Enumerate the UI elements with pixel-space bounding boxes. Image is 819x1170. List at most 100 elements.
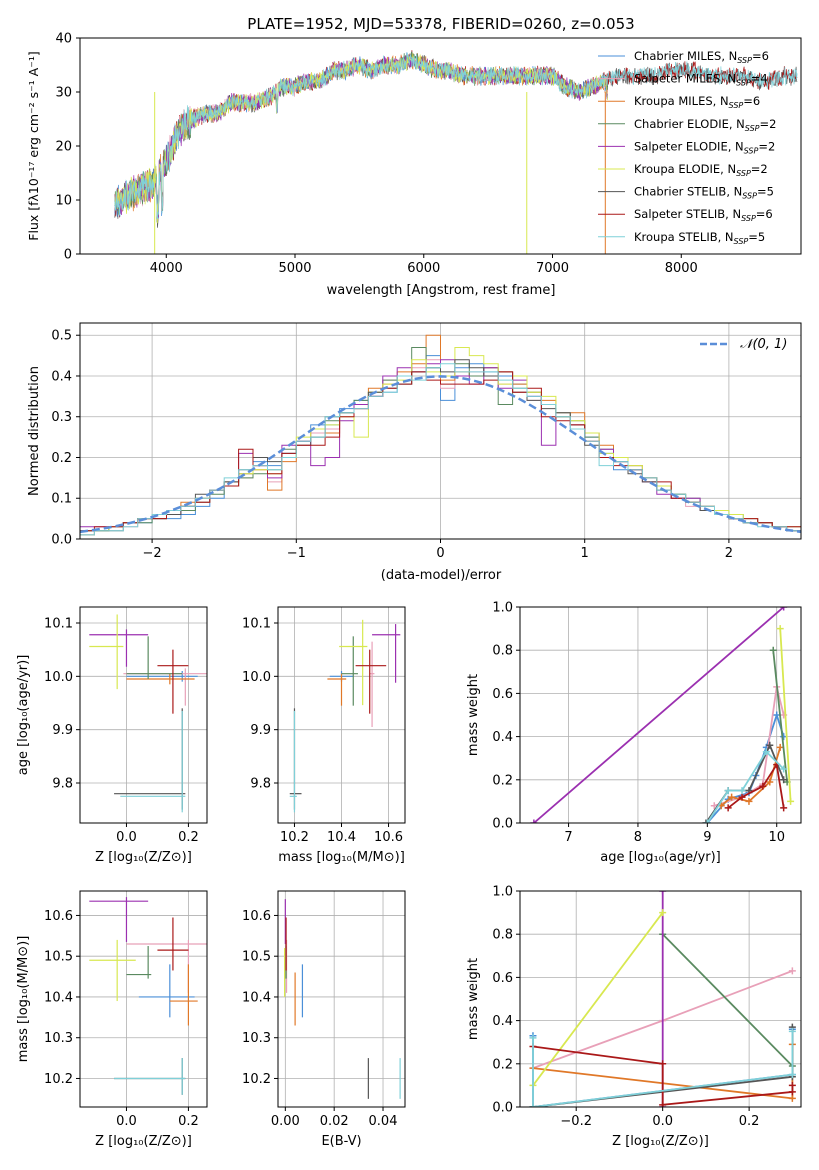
series-marker-chab-stelib xyxy=(766,741,774,749)
age-vs-z-marks xyxy=(89,614,207,813)
legend-count: =2 xyxy=(758,139,775,153)
mass-vs-ebv-marks xyxy=(283,899,401,1099)
panel-mw-vs-z: −0.2 0.0 0.2 0.0 0.2 0.4 0.6 0.8 1.0 Z [log₁₀(Z/Z… xyxy=(466,885,802,1149)
legend-subscript: SSP xyxy=(744,146,759,155)
series-line-salp-elodie xyxy=(533,607,785,823)
ytick-label: 9.9 xyxy=(250,723,271,738)
panel-mass-vs-z: 0.0 0.2 10.2 10.3 10.4 10.5 10.6 Z [log₁₀(Z/Z⊙)… xyxy=(16,890,208,1149)
series-marker-salp-stelib xyxy=(738,793,746,801)
ytick-label: 10.6 xyxy=(44,909,73,924)
panel-age-vs-mass: 10.2 10.4 10.6 9.8 9.9 10.0 10.1 mass [log₁₀(M/… xyxy=(242,606,406,865)
legend-count: =6 xyxy=(743,94,760,108)
series-marker-krou-elodie xyxy=(659,909,667,917)
mass-vs-ebv-gridlines xyxy=(278,891,405,1107)
mw-vs-z-axes-frame xyxy=(519,890,802,1108)
ytick-label: 10.0 xyxy=(44,670,73,685)
legend-label: Kroupa ELODIE, N xyxy=(634,162,736,176)
panel-age-vs-z: 0.0 0.2 9.8 9.9 10.0 10.1 Z [log₁₀(Z/Z⊙)] age [… xyxy=(16,606,208,865)
ytick-label: 10.3 xyxy=(242,1031,271,1046)
spectrum-ytick-label: 0 xyxy=(64,248,72,263)
panel-residuals: −2 −1 0 1 2 0.0 0.1 0.2 0.3 0.4 0.5 (data-model)/… xyxy=(27,322,802,583)
ytick-label: 1.0 xyxy=(492,601,513,616)
age-vs-z-ylabel: age [log₁₀(age/yr)] xyxy=(16,655,31,776)
series-marker-krou-stelib xyxy=(762,748,770,756)
mass-vs-z-axes-frame xyxy=(79,890,208,1108)
series-line-krou-elodie xyxy=(532,912,664,1086)
legend-label: Kroupa MILES, N xyxy=(634,94,729,108)
xtick-label: 0.04 xyxy=(369,1114,398,1129)
mass-vs-z-marks xyxy=(89,897,207,1095)
series-marker-salp-elodie xyxy=(780,607,788,611)
ytick-label: 10.1 xyxy=(44,617,73,632)
xtick-label: 0.0 xyxy=(652,1114,673,1129)
xtick-label: 10.2 xyxy=(280,830,309,845)
series-marker-salp-elodie xyxy=(659,891,667,895)
series-marker-krou-miles xyxy=(766,778,774,786)
xtick-label: 7 xyxy=(564,830,572,845)
ytick-label: 0.2 xyxy=(492,773,513,788)
xtick-label: 0.0 xyxy=(116,1114,137,1129)
legend-entry: Chabrier ELODIE, NSSP=2 xyxy=(634,117,776,133)
legend-subscript: SSP xyxy=(734,237,749,246)
legend-entry: Chabrier STELIB, NSSP=5 xyxy=(634,185,774,201)
legend-entry: Salpeter MILES, NSSP=4 xyxy=(634,72,768,88)
legend-count: =5 xyxy=(748,230,765,244)
panel-spectrum: PLATE=1952, MJD=53378, FIBERID=0260, z=0… xyxy=(26,15,802,298)
ytick-label: 0.8 xyxy=(492,644,513,659)
series-marker-salp-stelib xyxy=(659,1101,667,1107)
residual-ylabel: Normed distribution xyxy=(27,366,42,496)
series-marker-salp-stelib xyxy=(759,782,767,790)
legend-entry: Salpeter ELODIE, NSSP=2 xyxy=(634,139,775,155)
spectrum-title: PLATE=1952, MJD=53378, FIBERID=0260, z=0… xyxy=(247,15,634,33)
series-line-chab-elodie xyxy=(772,650,788,783)
legend-subscript: SSP xyxy=(742,192,757,201)
age-vs-mass-xlabel: mass [log₁₀(M/M⊙)] xyxy=(278,850,405,865)
residual-ytick-label: 0.0 xyxy=(51,533,72,548)
series-marker-krou-stelib xyxy=(529,1103,537,1107)
series-marker-krou-stelib xyxy=(788,1027,796,1035)
mass-vs-z-xlabel: Z [log₁₀(Z/Z⊙)] xyxy=(95,1134,192,1149)
mass-vs-ebv-axes-frame xyxy=(277,890,406,1108)
xtick-label: 8 xyxy=(634,830,642,845)
series-marker-krou-elodie xyxy=(787,797,795,805)
series-marker-krou-miles xyxy=(745,797,753,805)
series-marker-krou-stelib xyxy=(529,1034,537,1042)
ytick-label: 10.1 xyxy=(242,617,271,632)
residual-xtick-label: 2 xyxy=(725,546,733,561)
residual-xtick-label: 0 xyxy=(436,546,444,561)
residual-ytick-label: 0.3 xyxy=(51,410,72,425)
age-vs-mass-marks xyxy=(289,619,401,813)
ytick-label: 1.0 xyxy=(492,885,513,900)
legend-count: =6 xyxy=(756,207,773,221)
spectrum-ytick-label: 40 xyxy=(55,32,72,47)
ytick-label: 0.8 xyxy=(492,928,513,943)
xtick-label: 0.2 xyxy=(739,1114,760,1129)
legend-label: Chabrier ELODIE, N xyxy=(634,117,745,131)
legend-label: Chabrier STELIB, N xyxy=(634,185,742,199)
series-marker-krou-stelib xyxy=(788,1071,796,1079)
residual-y-ticks: 0.0 0.1 0.2 0.3 0.4 0.5 xyxy=(51,329,80,548)
ytick-label: 0.6 xyxy=(492,971,513,986)
panel-mw-vs-age: 7 8 9 10 0.0 0.2 0.4 0.6 0.8 1.0 age [log₁₀(age/yr… xyxy=(466,601,802,865)
spectrum-line-krou-stelib xyxy=(114,52,798,220)
legend-label: Kroupa STELIB, N xyxy=(634,230,734,244)
residual-legend: 𝒩(0, 1) xyxy=(700,337,787,352)
series-marker-chab-stelib xyxy=(702,819,710,823)
legend-subscript: SSP xyxy=(736,169,751,178)
legend-label: Salpeter STELIB, N xyxy=(634,207,741,221)
spectrum-ylabel: Flux [fλ10⁻¹⁷ erg cm⁻² s⁻¹ A⁻¹] xyxy=(26,51,41,240)
legend-count: =2 xyxy=(760,117,777,131)
age-vs-mass-axes-frame xyxy=(277,606,406,824)
spectrum-xlabel: wavelength [Angstrom, rest frame] xyxy=(327,283,556,298)
xtick-label: 9 xyxy=(703,830,711,845)
normal-legend-label: 𝒩(0, 1) xyxy=(740,337,787,352)
mw-vs-age-axes-frame xyxy=(519,606,802,824)
ytick-label: 9.8 xyxy=(250,777,271,792)
residual-histograms xyxy=(79,334,802,536)
ytick-label: 10.2 xyxy=(242,1072,271,1087)
series-marker-salp-elodie xyxy=(530,819,538,823)
series-marker-salp-stelib xyxy=(724,804,732,812)
spectrum-x-ticks: 4000 5000 6000 7000 8000 xyxy=(150,254,698,276)
series-marker-salp-stelib xyxy=(780,804,788,812)
ytick-label: 0.0 xyxy=(492,817,513,832)
